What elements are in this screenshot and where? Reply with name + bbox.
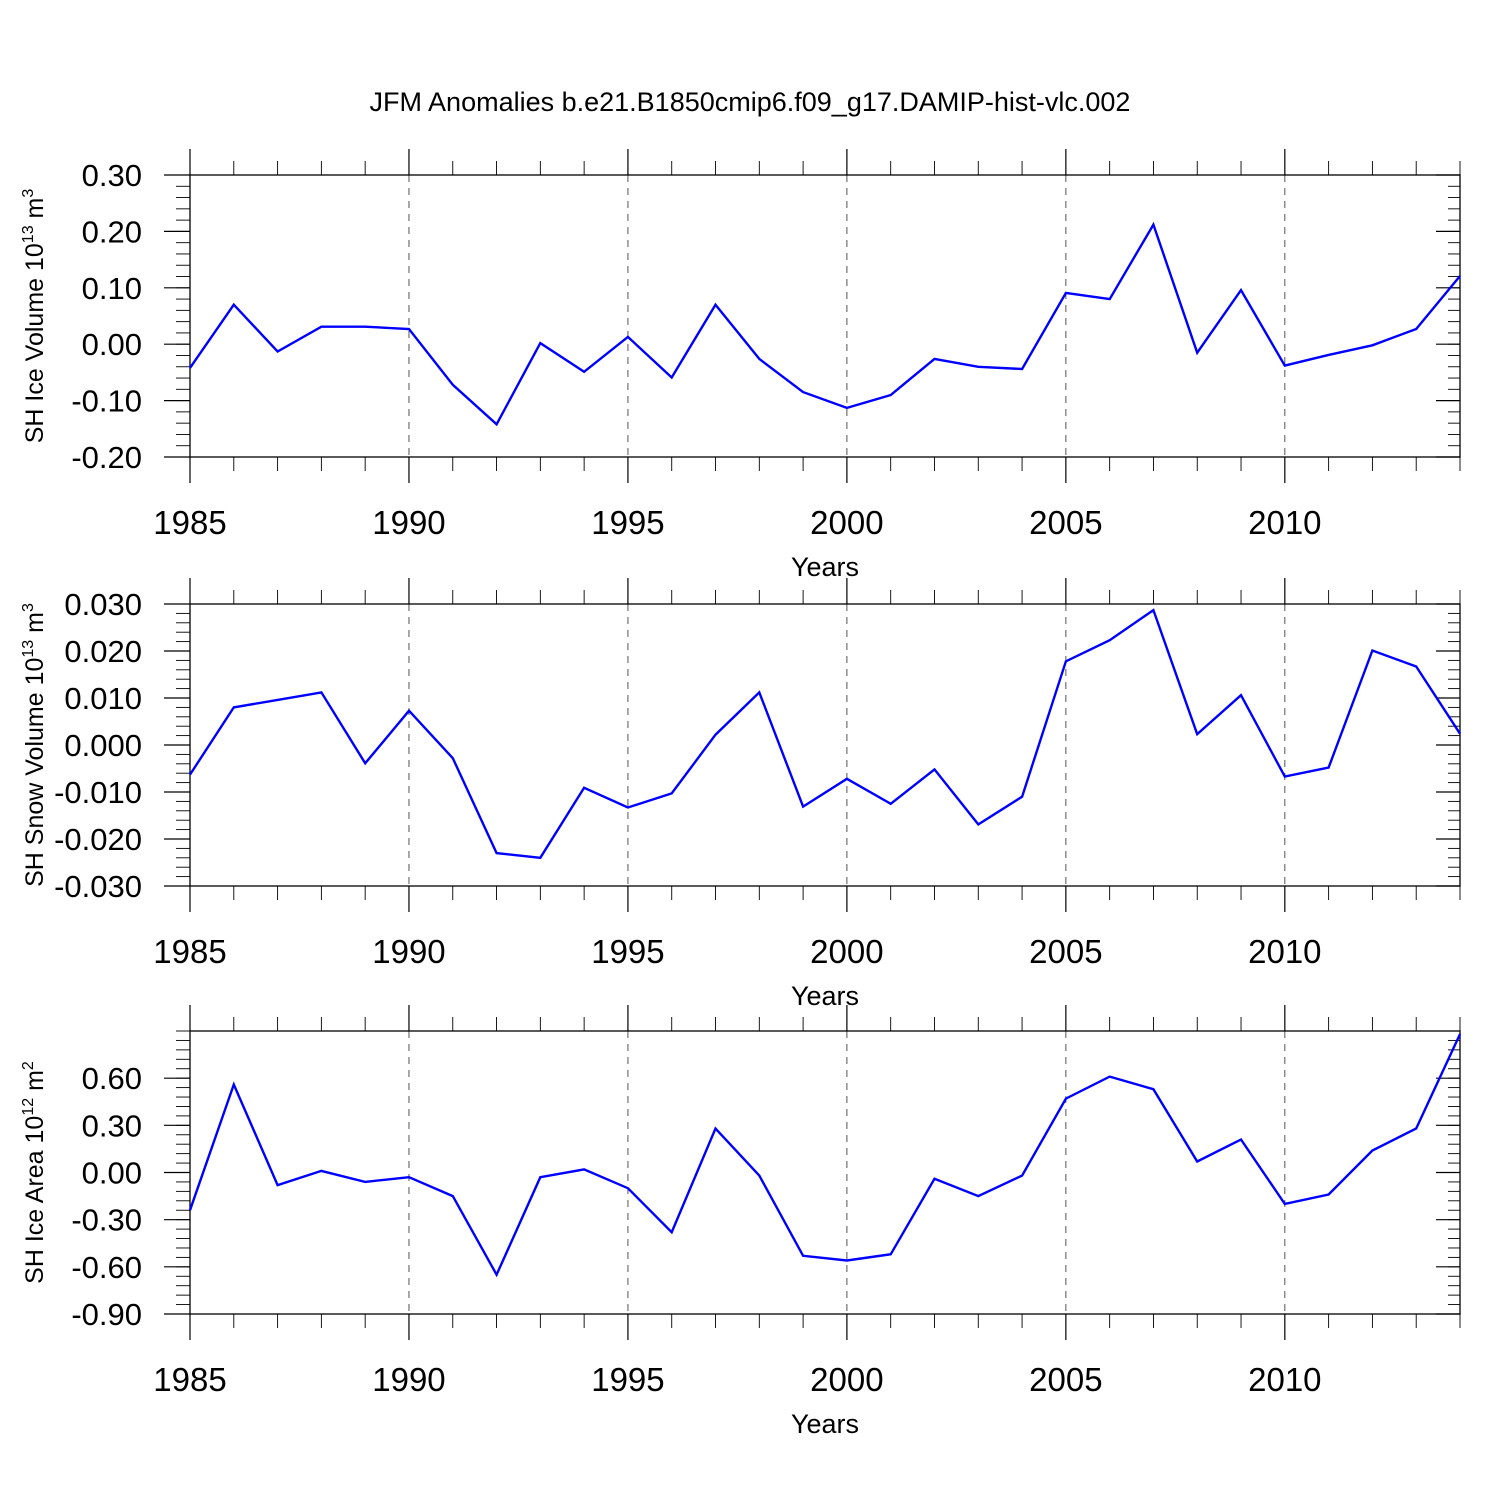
y-axis-label-unit: m	[21, 612, 49, 640]
x-tick-label: 2010	[1248, 1361, 1321, 1398]
y-axis-label: SH Snow Volume 1013 m3	[20, 603, 49, 887]
x-tick-label: 1990	[372, 504, 445, 541]
y-axis-label-exponent: 13	[20, 640, 37, 658]
y-tick-label: 0.20	[82, 214, 142, 249]
x-tick-label: 2010	[1248, 933, 1321, 970]
y-tick-label: 0.00	[82, 327, 142, 362]
plot-frame	[189, 1030, 1461, 1315]
x-tick-label: 1995	[591, 933, 664, 970]
x-tick-label: 1985	[153, 1361, 226, 1398]
y-tick-label: 0.00	[82, 1156, 142, 1191]
y-tick-label: 0.30	[82, 158, 142, 193]
y-axis-label: SH Ice Area 1012 m2	[20, 1061, 49, 1284]
series-line	[189, 221, 1461, 427]
x-axis-label: Years	[791, 552, 859, 582]
y-tick-label: -0.10	[71, 384, 142, 419]
x-tick-label: 1995	[591, 504, 664, 541]
y-tick-label: -0.020	[54, 822, 142, 857]
y-tick-label: -0.010	[54, 775, 142, 810]
x-tick-label: 1990	[372, 1361, 445, 1398]
y-tick-label: -0.30	[71, 1203, 142, 1238]
x-tick-label: 1985	[153, 933, 226, 970]
x-tick-label: 2000	[810, 933, 883, 970]
y-axis-label-unit-exponent: 3	[20, 189, 37, 198]
chart-panel-2: -0.030 -0.020 -0.010 0.000 0.010 0.020 0.030 19…	[20, 578, 1462, 1011]
y-axis-label-exponent: 13	[20, 225, 37, 243]
y-tick-label: 0.10	[82, 271, 142, 306]
series-line	[188, 608, 1462, 860]
figure-title: JFM Anomalies b.e21.B1850cmip6.f09_g17.D…	[370, 87, 1131, 117]
y-axis-label: SH Ice Volume 1013 m3	[20, 189, 49, 444]
x-tick-label: 2000	[810, 1361, 883, 1398]
plot-frame	[189, 174, 1461, 458]
x-tick-label: 1990	[372, 933, 445, 970]
y-tick-label: 0.60	[82, 1061, 142, 1096]
y-tick-label: 0.010	[64, 681, 142, 716]
x-tick-label: 1995	[591, 1361, 664, 1398]
y-axis-label-main: SH Ice Area 10	[21, 1116, 49, 1284]
x-tick-label: 2005	[1029, 1361, 1102, 1398]
y-tick-label: -0.20	[71, 440, 142, 475]
y-tick-label: 0.30	[82, 1108, 142, 1143]
y-tick-label: 0.030	[64, 587, 142, 622]
y-tick-label: -0.60	[71, 1250, 142, 1285]
y-axis-label-unit-exponent: 2	[20, 1061, 37, 1070]
y-axis-label-unit: m	[21, 198, 49, 226]
x-tick-label: 1985	[153, 504, 226, 541]
y-tick-label: 0.020	[64, 634, 142, 669]
y-tick-label: -0.030	[54, 869, 142, 904]
series-line	[188, 1033, 1462, 1278]
y-axis-label-main: SH Ice Volume 10	[21, 243, 49, 443]
y-axis-label-unit: m	[21, 1070, 49, 1098]
y-axis-label-unit-exponent: 3	[20, 603, 37, 612]
x-tick-label: 2005	[1029, 933, 1102, 970]
y-axis-label-main: SH Snow Volume 10	[21, 658, 49, 887]
y-tick-label: -0.90	[71, 1297, 142, 1332]
x-axis-label: Years	[791, 1409, 859, 1439]
x-tick-label: 2000	[810, 504, 883, 541]
y-axis-label-exponent: 12	[20, 1098, 37, 1116]
chart-panel-1: -0.20 -0.10 0.00 0.10 0.20 0.30 1985 1990 1995 20…	[20, 149, 1461, 582]
x-tick-label: 2010	[1248, 504, 1321, 541]
x-tick-label: 2005	[1029, 504, 1102, 541]
y-tick-label: 0.000	[64, 728, 142, 763]
x-axis-label: Years	[791, 981, 859, 1011]
chart-panel-3: -0.90 -0.60 -0.30 0.00 0.30 0.60 1985 1990 1995 2…	[20, 1005, 1462, 1439]
